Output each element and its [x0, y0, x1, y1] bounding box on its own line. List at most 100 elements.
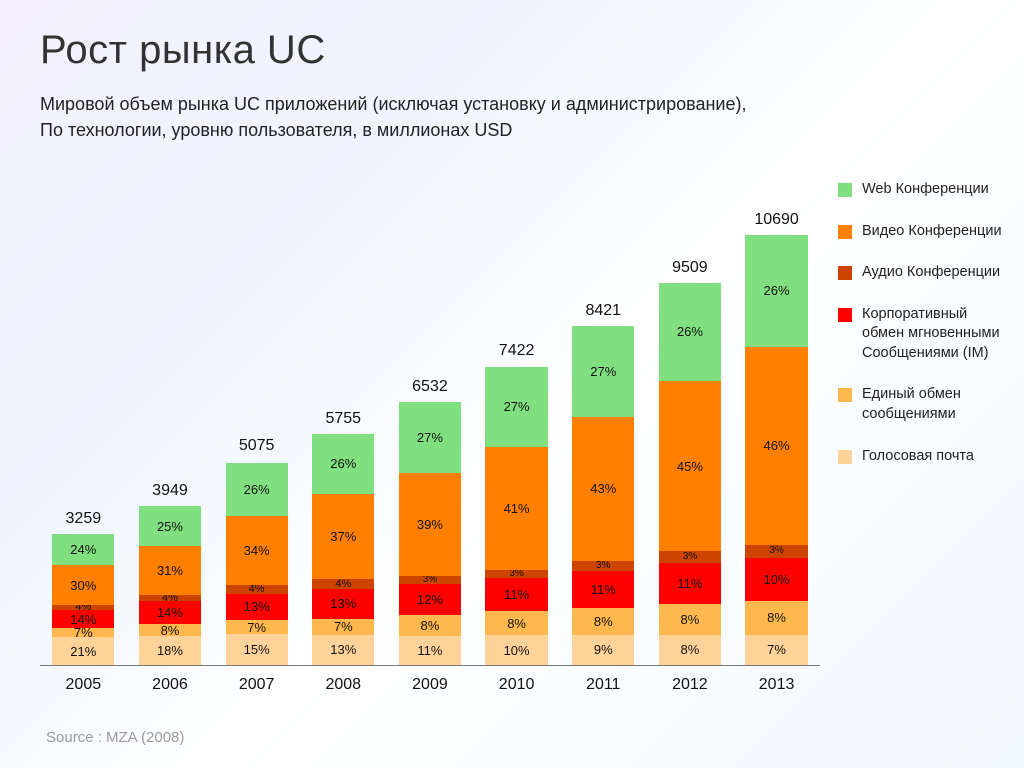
bar-segment-im: 12%	[399, 584, 461, 616]
chart-container: 325921%7%14%4%30%24%394918%8%14%4%31%25%…	[40, 172, 1006, 708]
legend-swatch	[838, 183, 852, 197]
bar-stack: 9%8%11%3%43%27%	[572, 326, 634, 665]
bar-segment-im: 10%	[745, 558, 807, 601]
x-axis: 200520062007200820092010201120122013	[40, 676, 820, 694]
page-subtitle: Мировой объем рынка UC приложений (исклю…	[40, 91, 920, 143]
chart-area: 325921%7%14%4%30%24%394918%8%14%4%31%25%…	[40, 172, 820, 708]
bar-segment-web: 27%	[485, 367, 547, 448]
bar-segment-video: 43%	[572, 417, 634, 561]
bar-total-label: 6532	[412, 378, 448, 396]
bar-column: 3949 18%8%14%4%31%25%	[129, 482, 211, 665]
bar-column: 6532 11%8%12%3%39%27%	[389, 378, 471, 665]
bar-segment-audio: 4%	[226, 585, 288, 593]
bar-segment-web: 26%	[312, 434, 374, 494]
bar-segment-video: 30%	[52, 565, 114, 604]
bar-stack: 11%8%12%3%39%27%	[399, 402, 461, 665]
bar-column: 575513%7%13%4%37%26%	[302, 410, 384, 665]
bar-segment-video: 45%	[659, 381, 721, 551]
bar-segment-video: 37%	[312, 494, 374, 580]
x-axis-label: 2007	[216, 676, 298, 694]
bar-column: 742210%8%11%3%41%27%	[476, 342, 558, 665]
legend-label: Аудио Конференции	[862, 263, 1000, 283]
bar-stack: 15%7%13%4%34%26%	[226, 461, 288, 665]
x-axis-label: 2009	[389, 676, 471, 694]
bar-total-label: 9509	[672, 259, 708, 277]
bar-column: 9509 8%8%11%3%45%26%	[649, 259, 731, 665]
legend-label: Видео Конференции	[862, 222, 1002, 242]
bar-segment-audio: 4%	[312, 579, 374, 588]
legend-item-video: Видео Конференции	[838, 222, 1006, 242]
bar-segment-video: 31%	[139, 546, 201, 595]
bar-segment-im: 14%	[139, 601, 201, 623]
bar-segment-voice: 21%	[52, 637, 114, 665]
bar-segment-web: 24%	[52, 534, 114, 565]
bar-segment-voice: 9%	[572, 635, 634, 665]
x-axis-label: 2008	[302, 676, 384, 694]
x-axis-label: 2012	[649, 676, 731, 694]
page-title: Рост рынка UC	[40, 28, 996, 73]
bar-segment-web: 27%	[572, 326, 634, 417]
legend-swatch	[838, 388, 852, 402]
bar-segment-voice: 10%	[485, 635, 547, 665]
bar-segment-im: 11%	[485, 578, 547, 611]
legend-item-voice: Голосовая почта	[838, 447, 1006, 467]
legend-label: Web Конференции	[862, 180, 989, 200]
bar-segment-video: 46%	[745, 347, 807, 545]
bar-total-label: 3259	[66, 510, 102, 528]
bar-segment-voice: 8%	[659, 635, 721, 665]
bar-segment-video: 34%	[226, 516, 288, 585]
bar-segment-audio: 3%	[485, 570, 547, 579]
bar-segment-im: 11%	[659, 563, 721, 605]
bar-segment-im: 13%	[312, 589, 374, 619]
bar-column: 507515%7%13%4%34%26%	[216, 437, 298, 665]
bar-segment-audio: 4%	[139, 595, 201, 601]
bar-column: 84219%8%11%3%43%27%	[562, 302, 644, 665]
bar-stack: 10%8%11%3%41%27%	[485, 366, 547, 665]
bar-column: 3259 21%7%14%4%30%24%	[42, 510, 124, 665]
bar-segment-web: 26%	[659, 283, 721, 381]
bar-stack: 8%8%11%3%45%26%	[659, 283, 721, 665]
legend-label: Голосовая почта	[862, 447, 974, 467]
bar-total-label: 10690	[754, 211, 799, 229]
bar-segment-im: 13%	[226, 594, 288, 621]
legend-swatch	[838, 450, 852, 464]
bar-segment-web: 26%	[226, 463, 288, 516]
bar-segment-unified: 8%	[659, 604, 721, 634]
bar-total-label: 5075	[239, 437, 275, 455]
slide-root: Рост рынка UC Мировой объем рынка UC при…	[0, 0, 1024, 768]
x-axis-label: 2011	[562, 676, 644, 694]
bar-segment-unified: 7%	[312, 619, 374, 635]
bar-stack: 13%7%13%4%37%26%	[312, 434, 374, 665]
bar-segment-voice: 18%	[139, 636, 201, 665]
x-axis-label: 2010	[476, 676, 558, 694]
legend: Web Конференции Видео Конференции Аудио Ко…	[820, 172, 1006, 708]
legend-item-unified: Единый обмен сообщениями	[838, 385, 1006, 424]
bar-total-label: 5755	[325, 410, 361, 428]
bar-segment-unified: 8%	[572, 608, 634, 635]
bar-segment-voice: 7%	[745, 635, 807, 665]
bars-region: 325921%7%14%4%30%24%394918%8%14%4%31%25%…	[40, 172, 820, 666]
legend-label: Корпоративный обмен мгновенными Сообщени…	[862, 305, 1006, 364]
bar-stack: 21%7%14%4%30%24%	[52, 534, 114, 665]
legend-item-web: Web Конференции	[838, 180, 1006, 200]
bar-segment-video: 41%	[485, 447, 547, 569]
bar-segment-voice: 15%	[226, 634, 288, 665]
bar-stack: 18%8%14%4%31%25%	[139, 506, 201, 665]
bar-segment-audio: 3%	[745, 545, 807, 558]
legend-swatch	[838, 225, 852, 239]
bar-total-label: 3949	[152, 482, 188, 500]
bar-segment-unified: 8%	[745, 601, 807, 635]
bar-stack: 7%8%10%3%46%26%	[745, 235, 807, 665]
bar-segment-audio: 3%	[399, 576, 461, 584]
bar-segment-audio: 3%	[572, 561, 634, 571]
bar-segment-web: 26%	[745, 235, 807, 347]
bar-column: 10690 7%8%10%3%46%26%	[736, 211, 818, 665]
legend-swatch	[838, 308, 852, 322]
bar-segment-voice: 11%	[399, 636, 461, 665]
bar-segment-unified: 8%	[485, 611, 547, 635]
legend-swatch	[838, 266, 852, 280]
bar-segment-unified: 8%	[139, 624, 201, 637]
x-axis-label: 2006	[129, 676, 211, 694]
legend-item-im: Корпоративный обмен мгновенными Сообщени…	[838, 305, 1006, 364]
legend-label: Единый обмен сообщениями	[862, 385, 1006, 424]
